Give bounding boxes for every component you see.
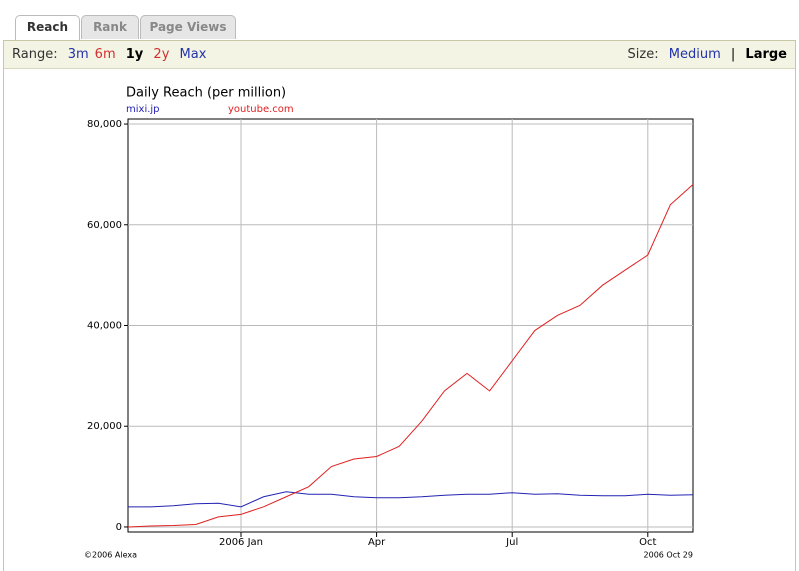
legend-entry: youtube.com — [228, 104, 294, 115]
size-group: Size: Medium | Large — [628, 41, 793, 68]
x-tick-label: Oct — [639, 537, 656, 548]
size-label: Size: — [627, 47, 659, 62]
range-option[interactable]: 1y — [125, 47, 144, 62]
footnote: ©2006 Alexa — [84, 551, 137, 560]
tab[interactable]: Page Views — [140, 15, 236, 39]
range-option[interactable]: Max — [179, 47, 207, 62]
legend-entry: mixi.jp — [126, 104, 160, 115]
size-option[interactable]: Medium — [668, 47, 721, 62]
chart-title: Daily Reach (per million) — [126, 86, 286, 101]
range-option[interactable]: 3m — [67, 47, 89, 62]
panel: Range: 3m 6m 1y 2y Max Size: Medium | Lar… — [3, 40, 796, 571]
range-option[interactable]: 6m — [94, 47, 116, 62]
separator: | — [730, 47, 736, 62]
tab[interactable]: Reach — [15, 15, 80, 41]
y-tick-label: 0 — [116, 522, 122, 533]
range-option[interactable]: 2y — [153, 47, 170, 62]
toolbar: Range: 3m 6m 1y 2y Max Size: Medium | Lar… — [4, 41, 795, 69]
x-tick-label: 2006 Jan — [219, 537, 263, 548]
y-tick-label: 80,000 — [87, 119, 122, 130]
y-tick-label: 40,000 — [87, 321, 122, 332]
date: 2006 Oct 29 — [644, 551, 693, 560]
y-tick-label: 20,000 — [87, 421, 122, 432]
range-label: Range: — [12, 47, 58, 62]
range-group: Range: 3m 6m 1y 2y Max — [12, 41, 212, 68]
series-line — [127, 184, 694, 528]
series-line — [128, 491, 694, 508]
y-tick-label: 60,000 — [87, 220, 122, 231]
tab[interactable]: Rank — [81, 15, 139, 39]
x-tick-label: Jul — [505, 537, 518, 548]
x-tick-label: Apr — [368, 537, 386, 548]
size-option[interactable]: Large — [745, 47, 787, 62]
